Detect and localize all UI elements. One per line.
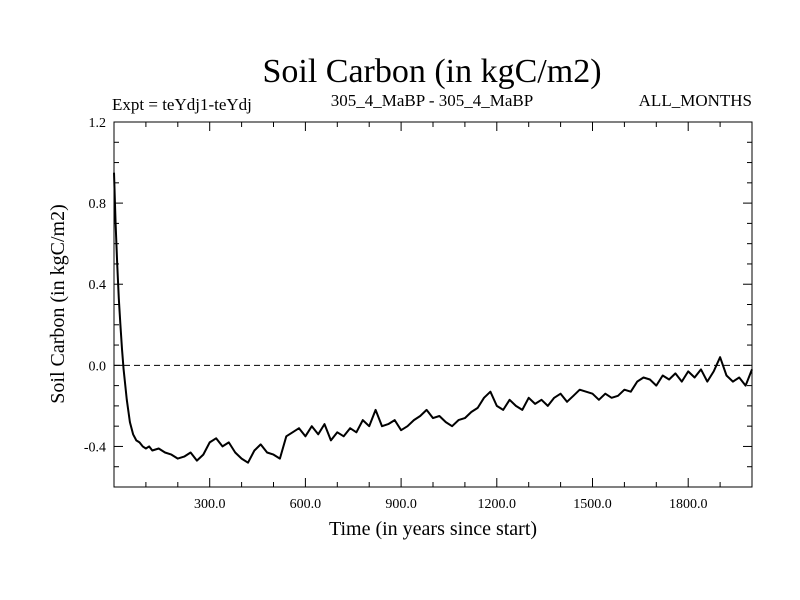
- experiment-label: Expt = teYdj1-teYdj: [112, 95, 252, 114]
- x-tick-label: 1800.0: [669, 497, 708, 512]
- plot-frame: [113, 121, 753, 488]
- chart-title: Soil Carbon (in kgC/m2): [262, 53, 601, 90]
- x-tick-label: 600.0: [290, 497, 322, 512]
- y-axis-label: Soil Carbon (in kgC/m2): [47, 204, 69, 403]
- x-tick-label: 1200.0: [478, 497, 517, 512]
- x-tick-label: 1500.0: [573, 497, 612, 512]
- series-line-soil-carbon: [113, 172, 753, 464]
- x-tick-label: 300.0: [194, 497, 226, 512]
- y-tick-label: 1.2: [89, 116, 107, 131]
- x-axis-label: Time (in years since start): [329, 518, 537, 540]
- x-tick-label: 900.0: [385, 497, 417, 512]
- y-tick-label: 0.8: [89, 197, 107, 212]
- months-label: ALL_MONTHS: [639, 91, 752, 110]
- y-tick-label: 0.0: [89, 359, 107, 374]
- y-tick-label: -0.4: [84, 440, 106, 455]
- period-label: 305_4_MaBP - 305_4_MaBP: [331, 91, 533, 110]
- y-tick-label: 0.4: [89, 278, 107, 293]
